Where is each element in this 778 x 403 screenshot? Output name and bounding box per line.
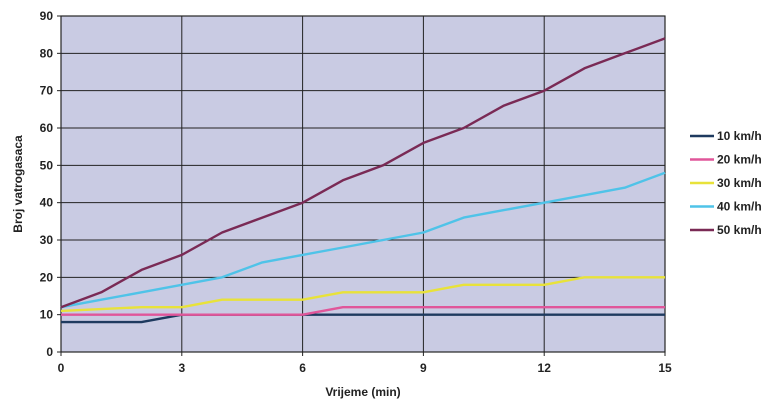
series-line-4 xyxy=(60,171,666,309)
y-tick-label: 60 xyxy=(40,121,54,135)
y-tick-label: 80 xyxy=(40,46,54,60)
plot-area xyxy=(60,15,666,353)
x-tick-label: 0 xyxy=(58,361,65,375)
x-axis-label: Vrijeme (min) xyxy=(325,385,400,399)
y-tick-label: 70 xyxy=(40,84,54,98)
x-tick-label: 12 xyxy=(538,361,552,375)
grid-lines xyxy=(60,15,666,353)
y-tick-label: 40 xyxy=(40,196,54,210)
series-line-5 xyxy=(60,37,666,309)
series-line-3 xyxy=(60,276,665,313)
legend-label: 50 km/h xyxy=(717,223,762,237)
legend-label: 30 km/h xyxy=(717,176,762,190)
legend: 10 km/h 20 km/h 30 km/h 40 km/h 50 km/h xyxy=(690,129,762,237)
y-tick-label: 10 xyxy=(40,308,54,322)
y-axis-ticks: 0 10 20 30 40 50 60 70 80 90 xyxy=(40,9,61,359)
x-tick-label: 9 xyxy=(420,361,427,375)
legend-label: 20 km/h xyxy=(717,153,762,167)
y-tick-label: 0 xyxy=(46,345,53,359)
x-tick-label: 6 xyxy=(299,361,306,375)
series-line-2 xyxy=(61,306,665,316)
series-lines xyxy=(60,37,666,324)
y-tick-label: 30 xyxy=(40,233,54,247)
y-axis-label: Broj vatrogasaca xyxy=(11,135,25,233)
x-tick-label: 3 xyxy=(178,361,185,375)
x-axis-ticks: 0 3 6 9 12 15 xyxy=(58,352,672,375)
y-tick-label: 20 xyxy=(40,270,54,284)
x-tick-label: 15 xyxy=(658,361,672,375)
y-tick-label: 50 xyxy=(40,158,54,172)
legend-label: 10 km/h xyxy=(717,129,762,143)
legend-label: 40 km/h xyxy=(717,200,762,214)
y-tick-label: 90 xyxy=(40,9,54,23)
